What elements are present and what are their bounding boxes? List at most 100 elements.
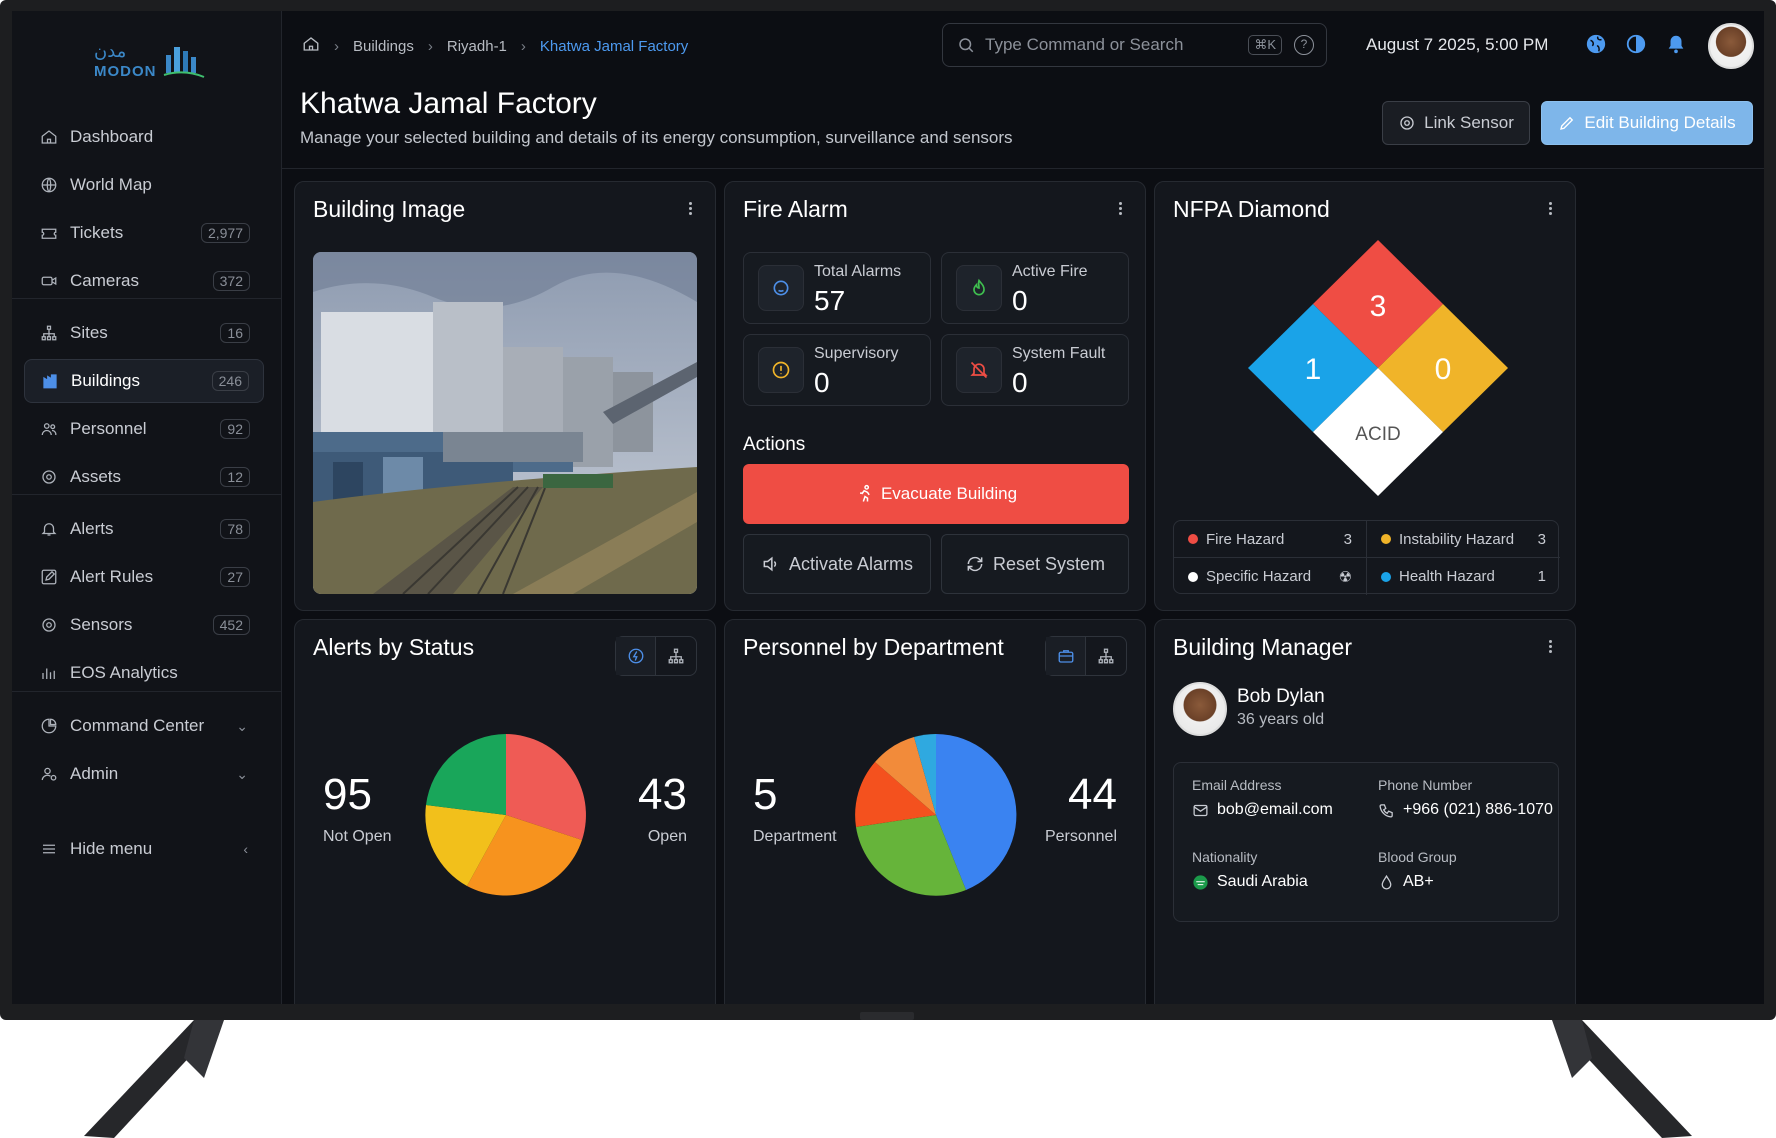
evacuate-building-button[interactable]: Evacuate Building bbox=[743, 464, 1129, 524]
hierarchy-view-button[interactable] bbox=[1086, 637, 1126, 675]
command-search[interactable]: Type Command or Search ⌘K ? bbox=[942, 23, 1327, 67]
hide-menu-label: Hide menu bbox=[70, 839, 153, 858]
alerts-by-status-card: Alerts by Status 95 Not Open 43 Open bbox=[294, 619, 716, 1004]
legend-label: Specific Hazard bbox=[1206, 568, 1312, 585]
active-fire-stat[interactable]: Active Fire 0 bbox=[941, 252, 1129, 324]
legend-label: Fire Hazard bbox=[1206, 530, 1285, 548]
email-value[interactable]: bob@email.com bbox=[1192, 801, 1333, 819]
notification-bell-icon[interactable] bbox=[1665, 33, 1687, 55]
nationality-value: Saudi Arabia bbox=[1192, 873, 1308, 891]
mail-icon bbox=[1193, 804, 1208, 816]
saudi-flag-icon bbox=[1193, 874, 1208, 890]
link-sensor-label: Link Sensor bbox=[1424, 113, 1514, 132]
warning-icon bbox=[758, 347, 804, 393]
breadcrumb-site[interactable]: Riyadh-1 bbox=[446, 37, 507, 55]
users-icon bbox=[38, 418, 60, 440]
more-options-icon[interactable] bbox=[1549, 200, 1555, 217]
nfpa-legend: Fire Hazard 3 Instability Hazard 3 Specifi… bbox=[1173, 520, 1560, 595]
sensor-icon bbox=[1400, 116, 1414, 130]
legend-value: 3 bbox=[1343, 530, 1352, 548]
sidebar-item-label: Command Center bbox=[70, 716, 205, 735]
stat-label: Active Fire bbox=[1012, 263, 1088, 280]
brand-logo[interactable]: مدن MODON bbox=[92, 35, 212, 85]
sidebar-item-buildings[interactable]: Buildings 246 bbox=[24, 359, 264, 403]
sidebar-item-command-center[interactable]: Command Center ⌄ bbox=[24, 704, 264, 748]
sidebar-item-alert-rules[interactable]: Alert Rules 27 bbox=[24, 555, 264, 599]
department-count: 5 bbox=[753, 770, 778, 819]
sidebar-item-admin[interactable]: Admin ⌄ bbox=[24, 752, 264, 796]
stat-value: 0 bbox=[1012, 285, 1028, 316]
stat-value: 57 bbox=[814, 285, 846, 316]
building-icon bbox=[39, 370, 61, 392]
sensor-icon bbox=[38, 614, 60, 636]
edit-icon bbox=[38, 566, 60, 588]
sidebar-item-eos-analytics[interactable]: EOS Analytics bbox=[24, 651, 264, 695]
breadcrumb-buildings[interactable]: Buildings bbox=[353, 37, 414, 55]
sidebar-item-cameras[interactable]: Cameras 372 bbox=[24, 259, 264, 303]
link-sensor-button[interactable]: Link Sensor bbox=[1382, 101, 1530, 145]
total-alarms-stat[interactable]: Total Alarms 57 bbox=[743, 252, 931, 324]
more-options-icon[interactable] bbox=[1549, 638, 1555, 655]
system-fault-stat[interactable]: System Fault 0 bbox=[941, 334, 1129, 406]
ticket-icon bbox=[38, 222, 60, 244]
nav-divider bbox=[12, 298, 282, 299]
nav-group-footer: Hide menu ‹ bbox=[24, 827, 264, 875]
sidebar-item-personnel[interactable]: Personnel 92 bbox=[24, 407, 264, 451]
count-badge: 2,977 bbox=[200, 223, 250, 243]
energy-view-button[interactable] bbox=[616, 637, 657, 675]
admin-icon bbox=[38, 763, 60, 785]
special-value: ACID bbox=[1355, 424, 1400, 445]
supervisory-stat[interactable]: Supervisory 0 bbox=[743, 334, 931, 406]
legend-value: 1 bbox=[1537, 568, 1546, 585]
bell-icon bbox=[38, 518, 60, 540]
search-input[interactable]: Type Command or Search bbox=[985, 35, 1184, 54]
sidebar-item-assets[interactable]: Assets 12 bbox=[24, 455, 264, 499]
help-icon[interactable]: ? bbox=[1294, 35, 1314, 55]
edit-building-button[interactable]: Edit Building Details bbox=[1541, 101, 1753, 145]
tv-right-leg bbox=[1552, 1020, 1692, 1138]
sidebar-item-dashboard[interactable]: Dashboard bbox=[24, 115, 264, 159]
hide-menu-button[interactable]: Hide menu ‹ bbox=[24, 827, 264, 871]
theme-contrast-icon[interactable] bbox=[1625, 33, 1647, 55]
nav-divider bbox=[12, 691, 282, 692]
special-quadrant bbox=[1313, 368, 1443, 496]
chevron-left-icon: ‹ bbox=[243, 841, 248, 857]
pie-icon bbox=[38, 715, 60, 737]
instability-value: 0 bbox=[1435, 353, 1452, 386]
count-badge: 452 bbox=[212, 615, 250, 635]
sidebar-item-world-map[interactable]: World Map bbox=[24, 163, 264, 207]
sidebar-item-label: Assets bbox=[70, 467, 122, 486]
email-text: bob@email.com bbox=[1217, 801, 1333, 818]
breadcrumb-current[interactable]: Khatwa Jamal Factory bbox=[539, 37, 689, 55]
department-view-button[interactable] bbox=[1046, 637, 1087, 675]
current-datetime: August 7 2025, 5:00 PM bbox=[1366, 35, 1549, 54]
globe-icon bbox=[38, 174, 60, 196]
legend-dot bbox=[1188, 571, 1198, 582]
hierarchy-view-button[interactable] bbox=[656, 637, 696, 675]
sidebar-item-label: World Map bbox=[70, 175, 152, 194]
more-options-icon[interactable] bbox=[1119, 200, 1125, 217]
sidebar-item-label: Buildings bbox=[71, 371, 140, 390]
phone-value[interactable]: +966 (021) 886-1070 bbox=[1378, 801, 1553, 819]
sidebar-item-sites[interactable]: Sites 16 bbox=[24, 311, 264, 355]
legend-specific-hazard: Specific Hazard ☢ bbox=[1174, 558, 1367, 595]
count-badge: 78 bbox=[220, 519, 250, 539]
header-divider bbox=[282, 168, 1764, 169]
personnel-label: Personnel bbox=[1044, 828, 1117, 845]
sidebar-item-sensors[interactable]: Sensors 452 bbox=[24, 603, 264, 647]
drop-icon bbox=[1381, 874, 1392, 890]
activate-alarms-button[interactable]: Activate Alarms bbox=[743, 534, 931, 594]
more-options-icon[interactable] bbox=[689, 200, 695, 217]
legend-label: Health Hazard bbox=[1399, 568, 1495, 585]
blood-group-label: Blood Group bbox=[1378, 849, 1457, 865]
user-avatar[interactable] bbox=[1708, 23, 1754, 69]
reset-system-button[interactable]: Reset System bbox=[941, 534, 1129, 594]
language-globe-icon[interactable] bbox=[1585, 33, 1607, 55]
legend-dot bbox=[1381, 534, 1391, 544]
tv-stand-logo bbox=[860, 1012, 914, 1020]
home-icon[interactable] bbox=[302, 35, 320, 57]
sidebar-item-alerts[interactable]: Alerts 78 bbox=[24, 507, 264, 551]
sidebar-item-tickets[interactable]: Tickets 2,977 bbox=[24, 211, 264, 255]
sidebar-item-label: Sensors bbox=[70, 615, 133, 634]
